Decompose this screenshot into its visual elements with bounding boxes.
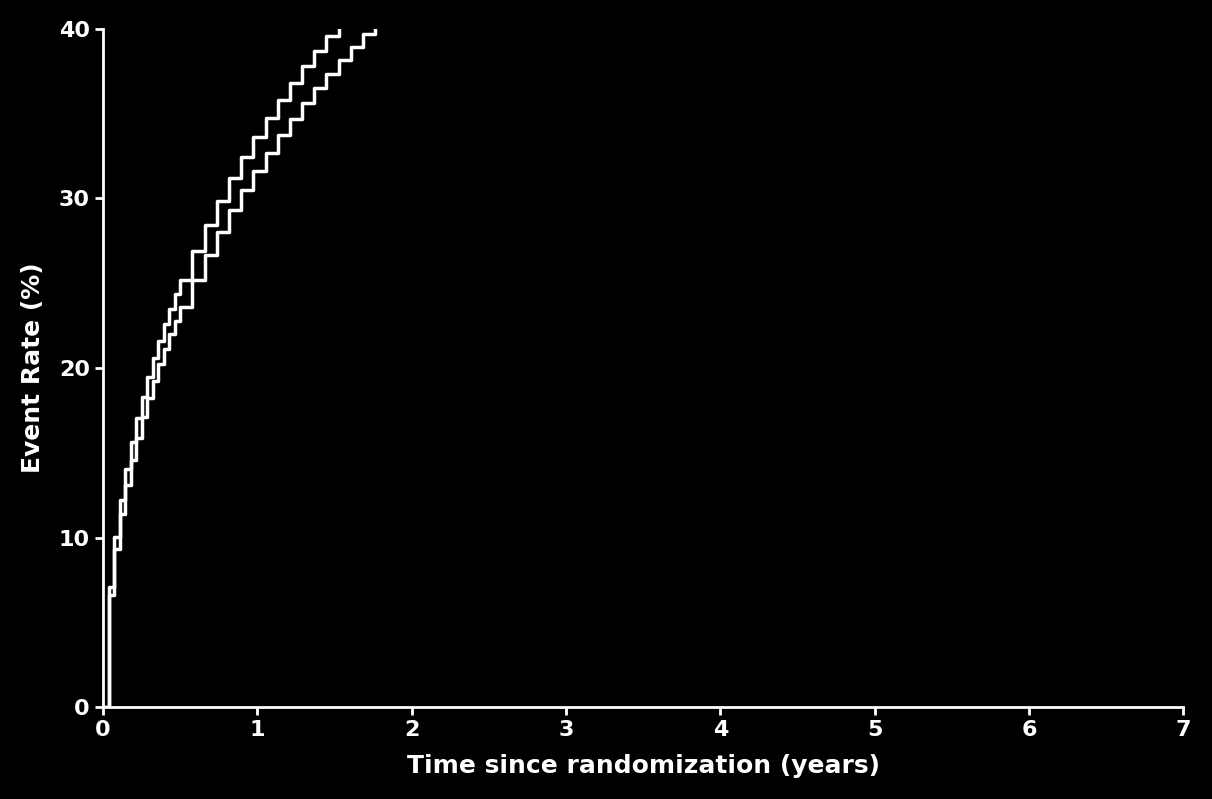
X-axis label: Time since randomization (years): Time since randomization (years) <box>407 754 880 778</box>
Y-axis label: Event Rate (%): Event Rate (%) <box>21 263 45 473</box>
